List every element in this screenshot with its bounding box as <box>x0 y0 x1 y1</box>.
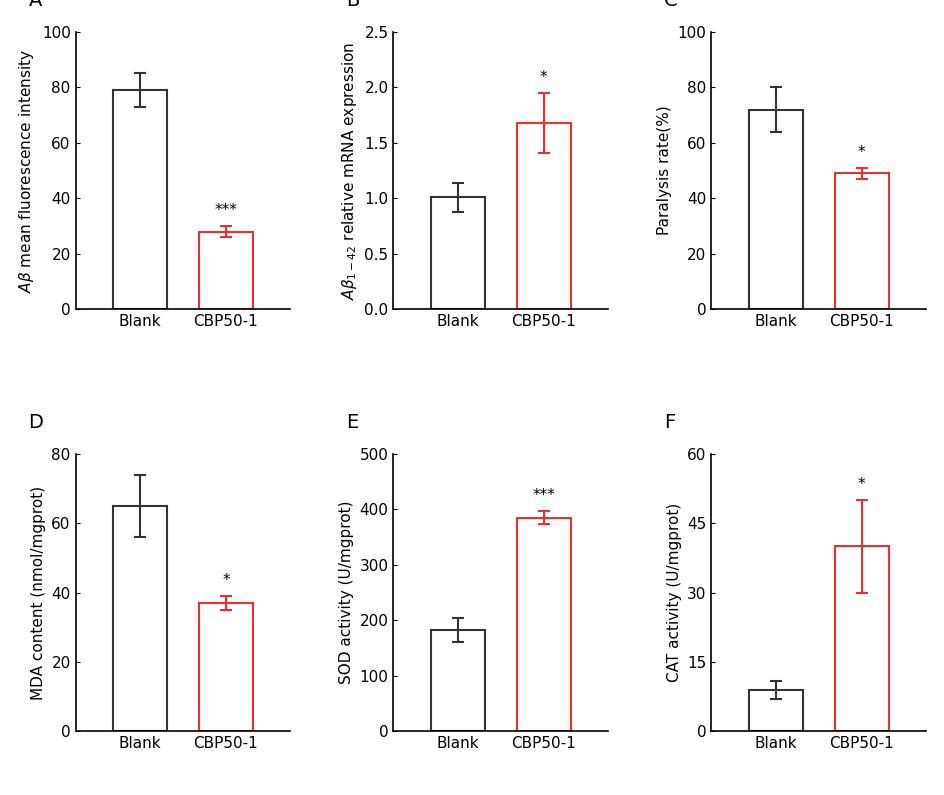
Bar <box>113 506 167 731</box>
Bar <box>516 123 570 309</box>
Y-axis label: $A\beta_{1-42}$ relative mRNA expression: $A\beta_{1-42}$ relative mRNA expression <box>340 41 359 300</box>
Y-axis label: CAT activity (U/mgprot): CAT activity (U/mgprot) <box>666 503 681 682</box>
Bar <box>199 603 253 731</box>
Text: F: F <box>664 413 675 432</box>
Text: C: C <box>664 0 677 10</box>
Y-axis label: SOD activity (U/mgprot): SOD activity (U/mgprot) <box>339 501 354 684</box>
Bar <box>748 690 801 731</box>
Text: B: B <box>346 0 360 10</box>
Text: D: D <box>28 413 43 432</box>
Bar <box>430 630 484 731</box>
Text: *: * <box>857 145 865 160</box>
Bar <box>516 518 570 731</box>
Bar <box>834 546 887 731</box>
Text: E: E <box>346 413 358 432</box>
Y-axis label: MDA content (nmol/mgprot): MDA content (nmol/mgprot) <box>31 486 45 700</box>
Bar <box>834 173 887 309</box>
Text: ***: *** <box>531 487 555 502</box>
Text: *: * <box>857 477 865 492</box>
Text: A: A <box>28 0 42 10</box>
Bar <box>430 197 484 309</box>
Text: *: * <box>222 572 229 588</box>
Y-axis label: $A\beta$ mean fluorescence intensity: $A\beta$ mean fluorescence intensity <box>17 48 36 293</box>
Bar <box>199 231 253 309</box>
Y-axis label: Paralysis rate(%): Paralysis rate(%) <box>656 106 671 235</box>
Text: ***: *** <box>214 203 237 218</box>
Bar <box>113 90 167 309</box>
Bar <box>748 110 801 309</box>
Text: *: * <box>539 69 547 84</box>
